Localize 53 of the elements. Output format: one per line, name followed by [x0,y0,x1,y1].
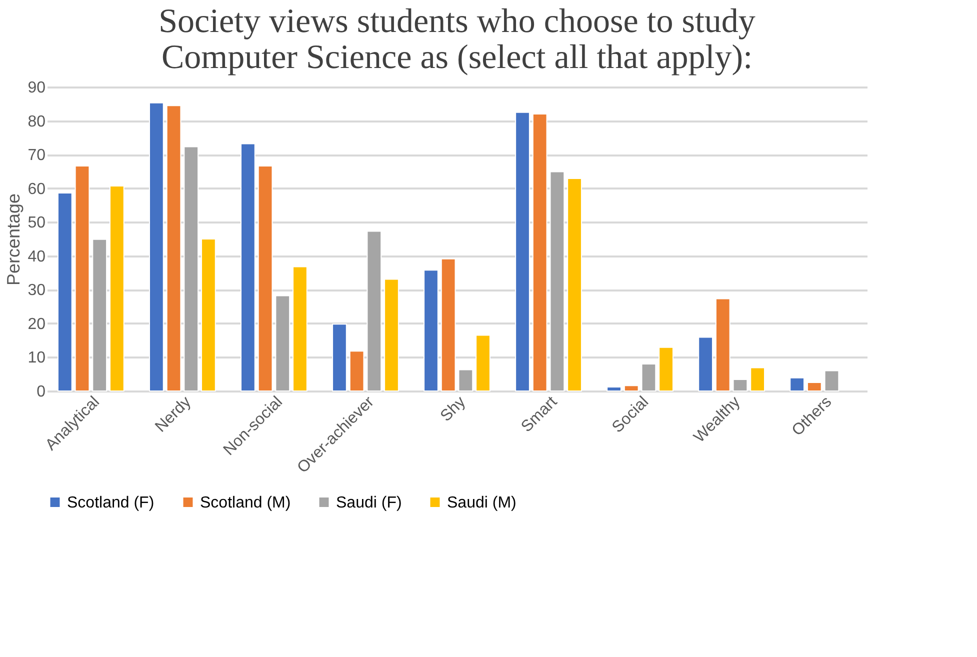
y-axis-title: Percentage [4,193,24,286]
bar [292,266,308,392]
bar [258,166,273,392]
bar [698,336,713,392]
legend-label: Saudi (M) [447,494,516,512]
bar [424,270,438,392]
bar [240,143,256,392]
bar [606,386,622,392]
bar [806,382,822,392]
text: Society views students who choose to study [158,3,756,40]
bar [74,166,90,392]
bar [166,105,182,392]
y-tick-label: 0 [36,384,46,400]
bar [349,350,364,392]
bar [567,178,582,392]
y-tick-label: 50 [28,214,46,232]
bar [732,379,748,392]
bar [624,385,639,392]
bar [366,230,382,392]
y-tick-label: 40 [28,248,46,266]
bar [750,367,765,392]
bar [641,363,656,392]
x-tick-label: Shy [438,394,470,426]
bar [458,369,474,392]
bar [110,185,124,392]
legend-label: Scotland (F) [67,494,154,512]
text: Computer Science as (select all that apply): [161,39,753,76]
bar [184,146,199,392]
bar [658,346,674,392]
y-tick-label: 70 [28,147,46,164]
bar [532,114,548,392]
bar [550,171,565,392]
bar [824,370,840,392]
legend-label: Saudi (F) [336,494,402,512]
bar [476,334,490,392]
y-tick-label: 10 [28,350,46,367]
bar [332,324,347,392]
bar [275,295,290,392]
y-tick-label: 30 [28,282,46,300]
y-tick-label: 60 [28,180,46,198]
bar [790,377,804,392]
bar [515,112,530,392]
bar [92,238,108,392]
bar [149,102,164,392]
bar [715,298,730,392]
legend-label: Scotland (M) [200,494,291,512]
y-tick-label: 20 [28,316,46,333]
bar [440,258,456,392]
y-tick-label: 90 [28,80,46,96]
bar [201,238,216,392]
bar [384,278,399,392]
y-tick-label: 80 [28,113,46,130]
bar [57,192,72,392]
